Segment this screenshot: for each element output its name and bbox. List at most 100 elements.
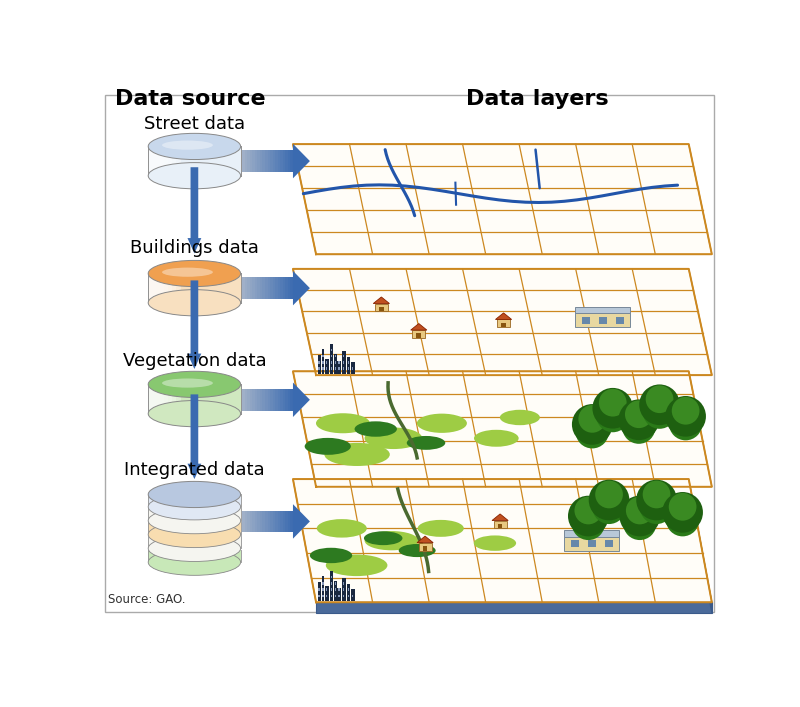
- Bar: [216, 274, 219, 303]
- Bar: [242, 151, 246, 172]
- Ellipse shape: [148, 481, 241, 508]
- Bar: [198, 146, 201, 176]
- Circle shape: [672, 397, 699, 425]
- Bar: [290, 510, 294, 532]
- Bar: [325, 586, 330, 601]
- Bar: [213, 146, 216, 176]
- Ellipse shape: [148, 290, 241, 316]
- Bar: [347, 357, 350, 373]
- Bar: [270, 151, 274, 172]
- Bar: [213, 385, 216, 414]
- Bar: [245, 389, 248, 411]
- Bar: [148, 522, 241, 534]
- Bar: [342, 351, 346, 373]
- Bar: [590, 432, 595, 443]
- Ellipse shape: [317, 519, 367, 537]
- Bar: [318, 583, 321, 601]
- Circle shape: [623, 507, 656, 540]
- Bar: [278, 510, 281, 532]
- Bar: [161, 385, 164, 414]
- Bar: [318, 361, 320, 363]
- Bar: [228, 385, 231, 414]
- Bar: [151, 146, 154, 176]
- Bar: [204, 385, 206, 414]
- Ellipse shape: [326, 554, 387, 576]
- Bar: [191, 146, 194, 176]
- Ellipse shape: [148, 522, 241, 548]
- Bar: [326, 368, 327, 370]
- Bar: [347, 585, 350, 601]
- Circle shape: [572, 507, 605, 540]
- Bar: [348, 588, 350, 591]
- Bar: [250, 510, 253, 532]
- Bar: [502, 322, 506, 327]
- Bar: [273, 510, 276, 532]
- Bar: [494, 520, 506, 528]
- Bar: [148, 146, 151, 176]
- Ellipse shape: [406, 436, 446, 450]
- Circle shape: [593, 388, 633, 428]
- Bar: [148, 146, 152, 176]
- Bar: [148, 385, 164, 414]
- Bar: [219, 385, 222, 414]
- Bar: [170, 274, 173, 303]
- Bar: [586, 523, 591, 534]
- Bar: [288, 277, 291, 299]
- Bar: [270, 510, 274, 532]
- Polygon shape: [410, 324, 427, 330]
- Bar: [148, 385, 160, 414]
- Bar: [154, 274, 158, 303]
- Bar: [238, 274, 241, 303]
- FancyArrow shape: [187, 281, 202, 369]
- Bar: [163, 385, 166, 414]
- Bar: [683, 423, 688, 435]
- Bar: [188, 385, 191, 414]
- Bar: [636, 427, 642, 438]
- Bar: [334, 354, 337, 373]
- Bar: [351, 589, 355, 601]
- Bar: [226, 385, 228, 414]
- Bar: [412, 330, 426, 338]
- Bar: [497, 320, 510, 327]
- Bar: [267, 277, 271, 299]
- Bar: [278, 389, 281, 411]
- Ellipse shape: [418, 520, 464, 537]
- Bar: [201, 274, 204, 303]
- Bar: [231, 146, 234, 176]
- Bar: [352, 368, 354, 370]
- Bar: [185, 274, 188, 303]
- Bar: [258, 389, 261, 411]
- Bar: [290, 151, 294, 172]
- Ellipse shape: [474, 535, 516, 551]
- Circle shape: [639, 385, 680, 425]
- Text: Source: GAO.: Source: GAO.: [108, 593, 186, 606]
- Bar: [234, 385, 238, 414]
- Bar: [166, 274, 170, 303]
- Circle shape: [640, 491, 673, 524]
- Bar: [574, 313, 630, 327]
- Bar: [148, 494, 241, 507]
- Bar: [242, 510, 246, 532]
- Bar: [288, 510, 291, 532]
- Bar: [338, 361, 339, 363]
- Polygon shape: [689, 479, 712, 613]
- Bar: [255, 389, 258, 411]
- Bar: [654, 508, 659, 518]
- Bar: [334, 588, 336, 591]
- Polygon shape: [293, 382, 310, 417]
- Bar: [258, 277, 261, 299]
- Bar: [282, 277, 286, 299]
- Bar: [250, 389, 253, 411]
- Bar: [322, 361, 324, 363]
- Bar: [222, 146, 226, 176]
- Bar: [148, 146, 169, 176]
- Bar: [206, 274, 210, 303]
- Bar: [286, 151, 289, 172]
- Bar: [275, 151, 278, 172]
- Bar: [342, 355, 344, 358]
- Circle shape: [669, 407, 702, 440]
- FancyArrow shape: [187, 168, 202, 254]
- Bar: [331, 368, 332, 370]
- Bar: [280, 151, 283, 172]
- Bar: [231, 385, 234, 414]
